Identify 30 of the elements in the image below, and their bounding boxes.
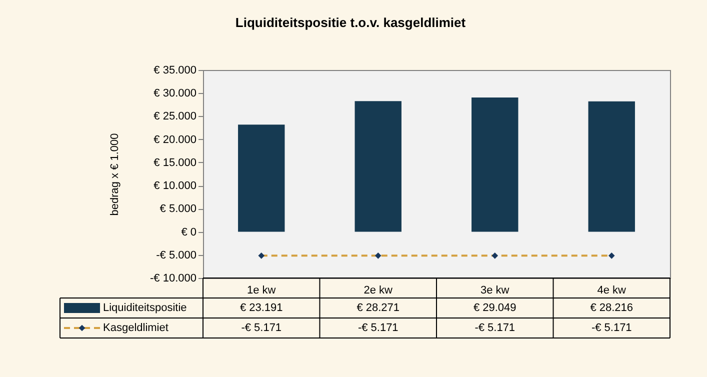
data-label: € 28.271 <box>356 302 400 314</box>
y-tick-label: -€ 10.000 <box>150 272 196 284</box>
bar <box>588 101 635 232</box>
data-label: -€ 5.171 <box>241 322 282 334</box>
chart-title: Liquiditeitspositie t.o.v. kasgeldlimiet <box>235 15 466 30</box>
y-tick-label: € 20.000 <box>154 134 196 146</box>
y-tick-label: € 25.000 <box>154 110 196 123</box>
legend-label: Kasgeldlimiet <box>103 322 168 334</box>
x-tick-label: 3e kw <box>480 284 510 296</box>
bar <box>238 124 285 232</box>
x-tick-label: 4e kw <box>597 284 626 296</box>
bar <box>354 101 402 232</box>
y-axis-title: bedrag x € 1.000 <box>109 133 122 216</box>
y-tick-label: € 30.000 <box>154 88 196 100</box>
x-tick-label: 2e kw <box>364 284 393 296</box>
bar <box>472 98 518 232</box>
data-label: € 28.216 <box>590 302 634 314</box>
data-label: € 29.049 <box>473 302 516 314</box>
y-tick-label: € 15.000 <box>154 156 196 169</box>
legend-label: Liquiditeitspositie <box>103 302 187 314</box>
y-tick-label: -€ 5.000 <box>156 249 196 262</box>
y-tick-label: € 10.000 <box>154 180 196 192</box>
data-label: -€ 5.171 <box>591 322 632 334</box>
y-tick-label: € 5.000 <box>160 203 196 216</box>
data-label: € 23.191 <box>240 302 283 314</box>
data-label: -€ 5.171 <box>474 322 516 334</box>
y-tick-label: € 0 <box>181 226 196 238</box>
x-tick-label: 1e kw <box>247 284 276 296</box>
data-label: -€ 5.171 <box>358 322 398 334</box>
y-tick-label: € 35.000 <box>154 64 196 76</box>
